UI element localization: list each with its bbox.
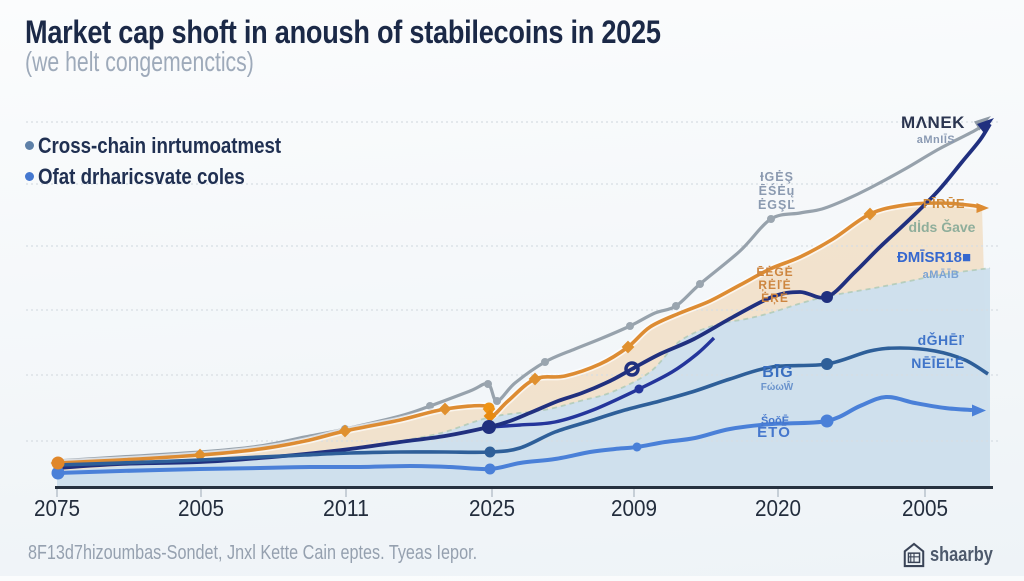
svg-text:2020: 2020: [755, 495, 801, 521]
svg-text:аMĀĪB: аMĀĪB: [923, 269, 960, 281]
svg-text:ŖĖľĖ: ŖĖľĖ: [758, 277, 791, 292]
svg-text:2009: 2009: [611, 495, 657, 521]
svg-text:ṤοǒĒ: ṤοǒĒ: [761, 414, 789, 427]
svg-text:2005: 2005: [178, 495, 224, 521]
svg-text:NĒĪEĽĖ: NĒĪEĽĖ: [911, 355, 965, 371]
svg-text:ĒĖGĖ: ĒĖGĖ: [756, 264, 793, 279]
svg-text:dİds Ǧave: dİds Ǧave: [909, 218, 976, 235]
svg-text:2005: 2005: [902, 495, 948, 521]
svg-text:dǦHĒľ: dǦHĒľ: [918, 331, 965, 348]
svg-text:ĐMĪSR18■: ĐMĪSR18■: [897, 249, 971, 266]
svg-text:MΛNEK: MΛNEK: [901, 113, 965, 132]
svg-text:aMnIĪS: aMnIĪS: [917, 134, 955, 146]
svg-text:2025: 2025: [469, 495, 515, 521]
svg-text:ĖŖĖ: ĖŖĖ: [761, 290, 789, 305]
svg-text:FώωŴ: FώωŴ: [761, 380, 794, 393]
svg-text:ĖTŌ: ĖTŌ: [757, 424, 791, 441]
svg-text:PĪRŪE: PĪRŪE: [923, 196, 965, 211]
svg-text:2011: 2011: [323, 495, 369, 521]
svg-text:2075: 2075: [34, 495, 80, 521]
svg-text:BĪG: BĪG: [762, 362, 793, 381]
svg-text:ĖGŞĽ: ĖGŞĽ: [758, 197, 796, 212]
svg-text:ĒŚĖų: ĒŚĖų: [759, 183, 796, 198]
svg-text:ƗGĖŞ: ƗGĖŞ: [760, 169, 794, 184]
